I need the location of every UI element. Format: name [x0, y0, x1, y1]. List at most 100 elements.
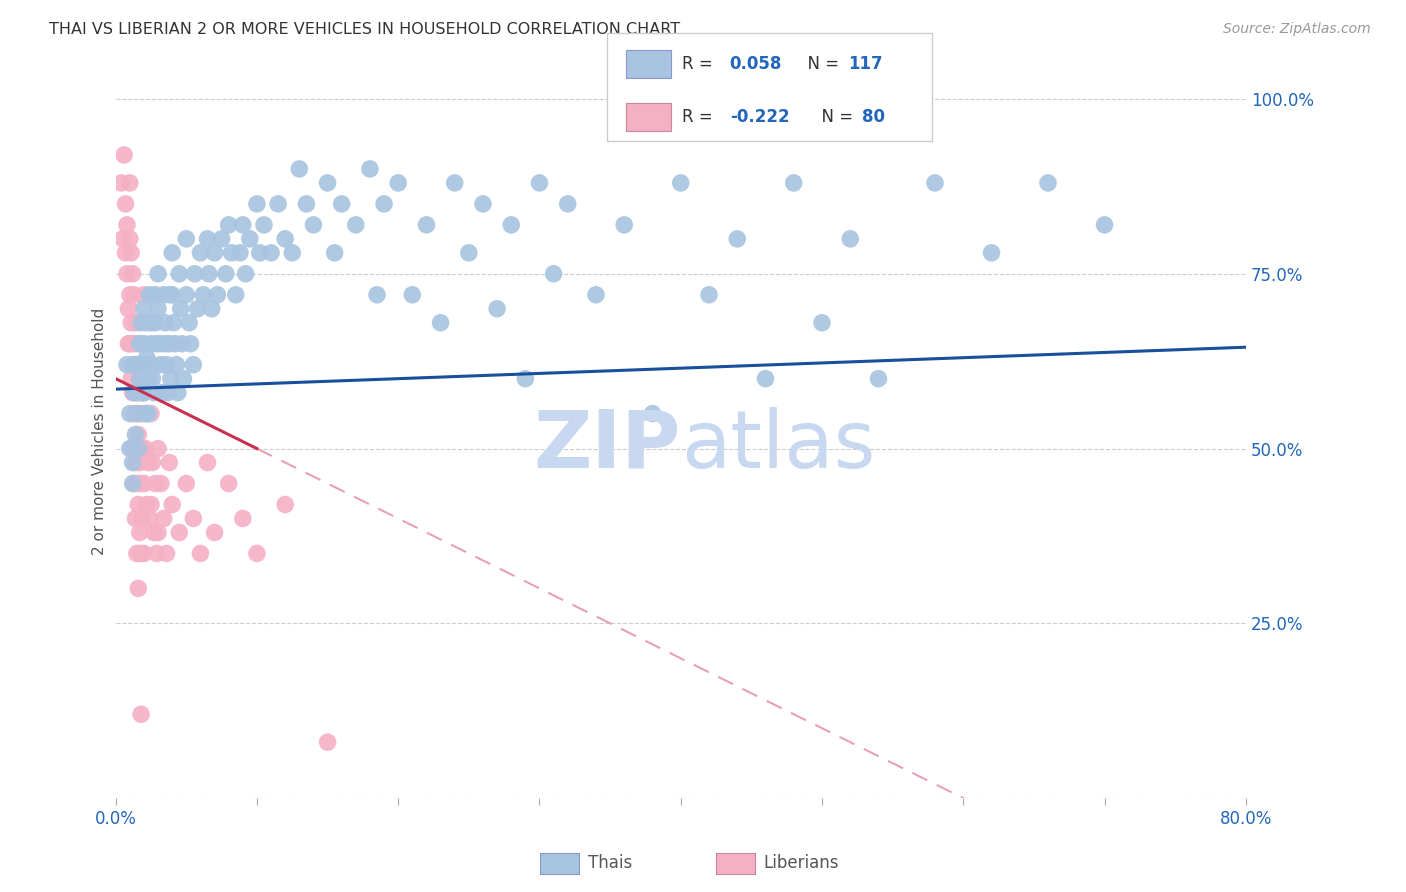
Point [172, 372, 194, 386]
Point [146, 442, 169, 456]
Point [155, 546, 177, 560]
Point [415, 218, 437, 232]
Point [783, 176, 806, 190]
Point [176, 476, 198, 491]
Point [134, 407, 156, 421]
Text: N =: N = [797, 55, 845, 73]
Text: atlas: atlas [681, 407, 875, 484]
Point [117, 336, 139, 351]
Point [121, 385, 143, 400]
Point [118, 176, 141, 190]
Point [117, 301, 139, 316]
Point [134, 358, 156, 372]
Point [139, 316, 162, 330]
Point [163, 336, 186, 351]
Text: THAI VS LIBERIAN 2 OR MORE VEHICLES IN HOUSEHOLD CORRELATION CHART: THAI VS LIBERIAN 2 OR MORE VEHICLES IN H… [49, 22, 681, 37]
Point [169, 301, 191, 316]
Point [138, 511, 160, 525]
Point [288, 161, 311, 176]
Point [145, 336, 167, 351]
Point [387, 176, 409, 190]
Point [585, 287, 607, 301]
Point [344, 218, 367, 232]
Point [253, 218, 276, 232]
Point [115, 218, 138, 232]
Point [201, 301, 224, 316]
Point [142, 385, 165, 400]
Point [152, 287, 174, 301]
Point [128, 372, 150, 386]
Point [754, 372, 776, 386]
Point [167, 267, 190, 281]
Point [122, 476, 145, 491]
Point [125, 546, 148, 560]
Point [1094, 218, 1116, 232]
Point [139, 336, 162, 351]
Point [132, 336, 155, 351]
Point [121, 442, 143, 456]
Point [121, 358, 143, 372]
Point [143, 316, 166, 330]
Point [129, 316, 152, 330]
Point [132, 385, 155, 400]
Point [110, 176, 132, 190]
Point [232, 218, 254, 232]
Point [211, 232, 233, 246]
Point [146, 301, 169, 316]
Point [136, 372, 159, 386]
Point [112, 148, 135, 162]
Point [160, 245, 183, 260]
Point [125, 476, 148, 491]
Point [125, 336, 148, 351]
Point [515, 372, 537, 386]
Point [330, 197, 353, 211]
Text: 117: 117 [848, 55, 883, 73]
Point [122, 385, 145, 400]
Point [127, 407, 149, 421]
Point [129, 546, 152, 560]
Point [557, 197, 579, 211]
Point [120, 372, 142, 386]
Point [267, 197, 290, 211]
Point [125, 407, 148, 421]
Point [157, 287, 180, 301]
Point [128, 525, 150, 540]
Text: R =: R = [682, 55, 718, 73]
Point [145, 546, 167, 560]
Text: R =: R = [682, 108, 718, 126]
Point [359, 161, 381, 176]
Point [124, 511, 146, 525]
Point [159, 372, 181, 386]
Point [127, 427, 149, 442]
Point [183, 511, 205, 525]
Point [121, 267, 143, 281]
Point [697, 287, 720, 301]
Point [155, 358, 177, 372]
Point [146, 267, 169, 281]
Point [457, 245, 479, 260]
Point [157, 336, 180, 351]
Point [127, 582, 149, 596]
Point [207, 287, 229, 301]
Point [501, 218, 523, 232]
Point [150, 385, 173, 400]
Text: 80: 80 [862, 108, 884, 126]
Point [118, 407, 141, 421]
Point [139, 407, 162, 421]
Point [149, 358, 172, 372]
Point [146, 525, 169, 540]
Point [190, 245, 212, 260]
Text: Liberians: Liberians [763, 855, 839, 872]
Point [135, 316, 157, 330]
Point [143, 476, 166, 491]
Point [180, 336, 202, 351]
Point [131, 442, 153, 456]
Point [204, 525, 226, 540]
Point [135, 498, 157, 512]
Text: Source: ZipAtlas.com: Source: ZipAtlas.com [1223, 22, 1371, 37]
Point [486, 301, 509, 316]
Point [166, 385, 188, 400]
Point [183, 358, 205, 372]
Point [118, 232, 141, 246]
Point [136, 407, 159, 421]
